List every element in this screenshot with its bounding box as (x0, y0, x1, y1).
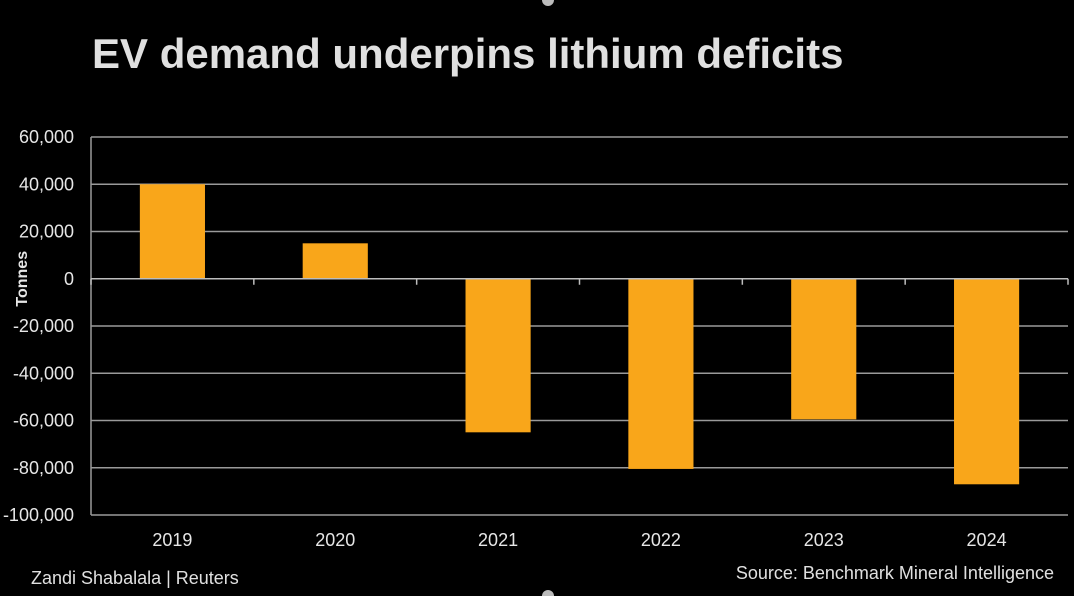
y-tick-label: 0 (64, 269, 74, 289)
bar-2021 (465, 278, 531, 433)
bars (139, 184, 1020, 485)
chart-title: EV demand underpins lithium deficits (92, 30, 844, 77)
y-tick-label: -20,000 (13, 316, 74, 336)
gridlines (91, 136, 1068, 516)
y-tick-label: 60,000 (19, 127, 74, 147)
bar-2023 (791, 278, 857, 420)
y-tick-label: -80,000 (13, 458, 74, 478)
bar-2019 (139, 184, 205, 279)
y-tick-label: 40,000 (19, 174, 74, 194)
x-tick-label: 2020 (315, 530, 355, 550)
bar-2022 (628, 278, 694, 469)
x-tick-label: 2024 (967, 530, 1007, 550)
y-tick-label: 20,000 (19, 222, 74, 242)
top-handle (542, 0, 554, 6)
axes (90, 137, 1069, 515)
y-tick-label: -40,000 (13, 363, 74, 383)
bar-2020 (302, 243, 368, 279)
credit-line: Zandi Shabalala | Reuters (31, 568, 239, 588)
x-tick-label: 2021 (478, 530, 518, 550)
y-tick-label: -60,000 (13, 411, 74, 431)
x-tick-label: 2019 (152, 530, 192, 550)
y-tick-label: -100,000 (3, 505, 74, 525)
x-tick-label: 2023 (804, 530, 844, 550)
source-line: Source: Benchmark Mineral Intelligence (735, 563, 1054, 583)
bottom-handle (542, 590, 554, 596)
tick-labels: 60,000 40,000 20,000 0 -20,000 -40,000 -60,000… (3, 127, 1007, 550)
y-axis-label: Tonnes (14, 251, 31, 307)
x-tick-label: 2022 (641, 530, 681, 550)
bar-2024 (954, 278, 1020, 485)
